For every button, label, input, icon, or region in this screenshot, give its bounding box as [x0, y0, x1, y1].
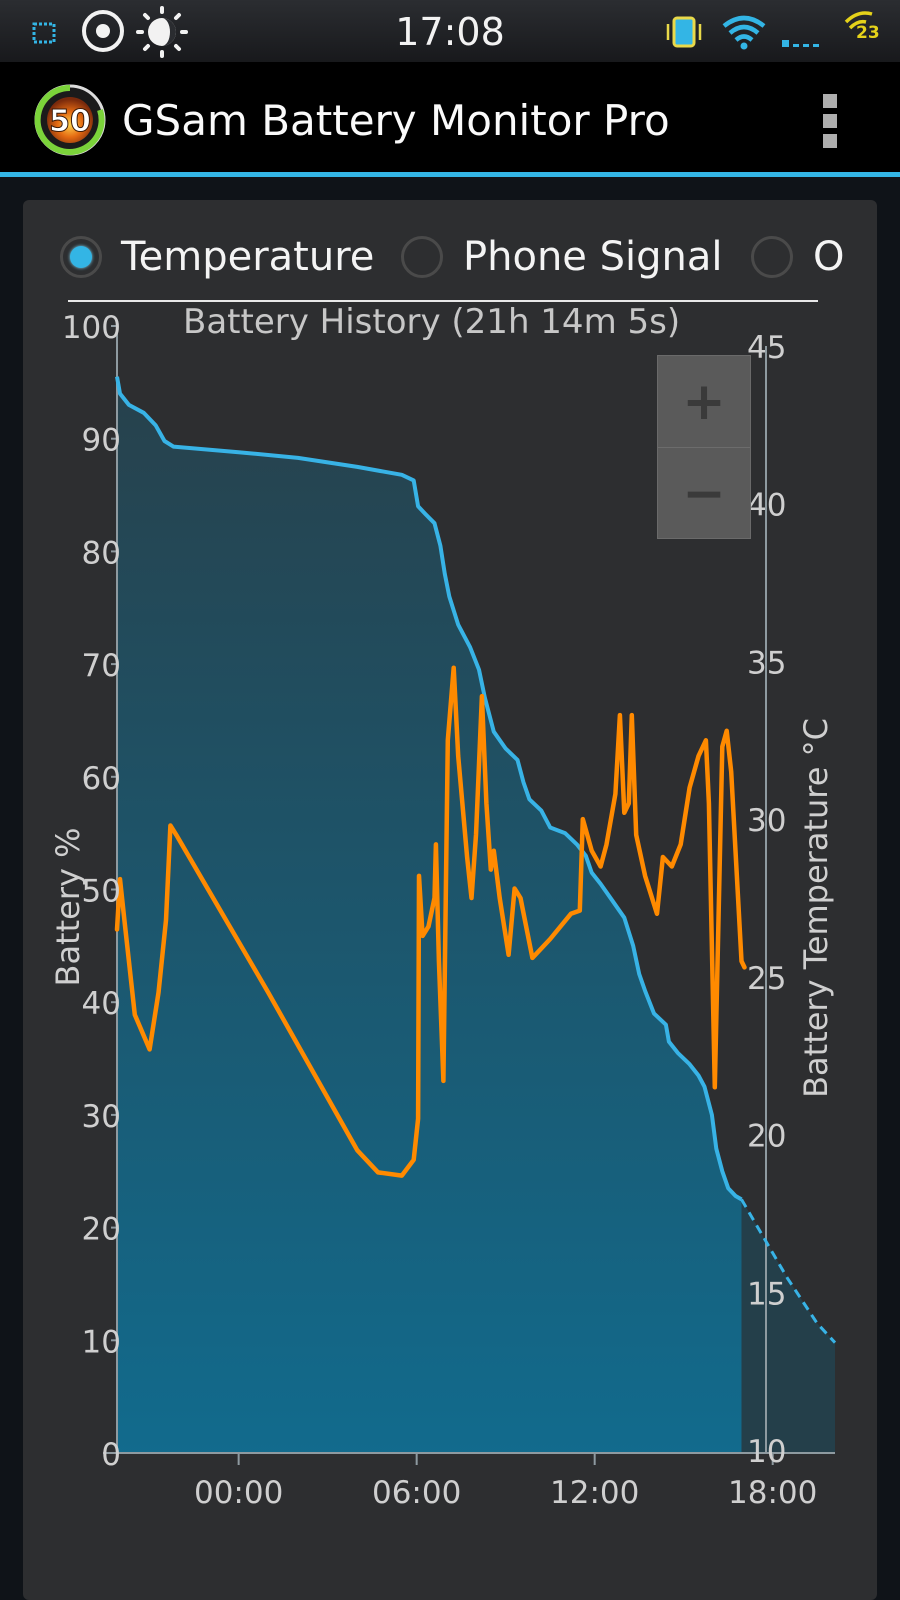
- left-tick-label: 50: [82, 874, 121, 910]
- left-tick-label: 40: [82, 986, 121, 1022]
- status-bar: 17:08 23: [0, 0, 900, 62]
- right-tick-label: 30: [747, 803, 786, 839]
- left-axis-title: Battery %: [49, 827, 87, 986]
- radio-other-indicator[interactable]: [751, 236, 793, 278]
- left-tick-label: 80: [82, 535, 121, 571]
- right-tick-label: 45: [747, 330, 786, 366]
- x-tick-label: 18:00: [728, 1475, 817, 1511]
- signal-badge-text: 23: [856, 23, 880, 43]
- radio-temperature-label[interactable]: Temperature: [121, 234, 375, 280]
- zoom-controls: + −: [657, 355, 751, 539]
- right-tick-label: 40: [747, 488, 786, 524]
- radio-phone-signal-label[interactable]: Phone Signal: [463, 234, 723, 280]
- overflow-menu-icon[interactable]: [820, 94, 840, 148]
- battery-history-chart[interactable]: 0 10 20 30 40 50 60 70 80 90 100 10 15 20 25 30 35 40 45 00…: [23, 200, 877, 1600]
- vibrate-icon: [666, 16, 702, 48]
- app-title: GSam Battery Monitor Pro: [122, 96, 670, 145]
- screenshot-icon: [32, 22, 56, 44]
- status-clock: 17:08: [395, 10, 505, 54]
- temperature-line: [114, 665, 747, 1178]
- wifi-icon: [722, 15, 766, 50]
- zoom-out-button[interactable]: −: [682, 463, 726, 524]
- x-tick-label: 00:00: [194, 1475, 283, 1511]
- x-tick-label: 12:00: [550, 1475, 639, 1511]
- x-tick-label: 06:00: [372, 1475, 461, 1511]
- signal-bars-icon: [782, 40, 819, 47]
- action-bar: 50 GSam Battery Monitor Pro: [0, 62, 900, 177]
- radio-phone-signal-indicator[interactable]: [401, 236, 443, 278]
- graph-type-selector: Temperature Phone Signal O: [23, 230, 877, 290]
- left-tick-label: 0: [101, 1437, 121, 1473]
- left-tick-label: 30: [82, 1099, 121, 1135]
- brightness-icon: [136, 6, 188, 58]
- right-tick-label: 25: [747, 961, 786, 997]
- projection-area-fill: [741, 1199, 835, 1453]
- right-tick-label: 35: [747, 645, 786, 681]
- radio-other-label[interactable]: O: [813, 234, 845, 280]
- right-tick-label: 15: [747, 1276, 786, 1312]
- battery-line: [115, 376, 743, 1202]
- selector-divider: [68, 300, 818, 302]
- target-icon: [82, 10, 124, 52]
- right-tick-label: 10: [747, 1434, 786, 1470]
- left-tick-label: 70: [82, 648, 121, 684]
- app-logo-value: 50: [49, 104, 91, 139]
- left-tick-label: 90: [82, 423, 121, 459]
- right-axis-title: Battery Temperature °C: [797, 718, 835, 1098]
- left-tick-label: 10: [82, 1324, 121, 1360]
- right-tick-label: 20: [747, 1119, 786, 1155]
- zoom-in-button[interactable]: +: [658, 356, 750, 448]
- left-tick-label: 60: [82, 761, 121, 797]
- projection-line: [740, 1198, 837, 1344]
- chart-title: Battery History (21h 14m 5s): [183, 302, 681, 342]
- app-logo-icon[interactable]: 50: [34, 84, 106, 156]
- battery-history-card: Temperature Phone Signal O Battery Histo…: [23, 200, 877, 1600]
- left-tick-label: 20: [82, 1212, 121, 1248]
- signal-badge-icon: 23: [844, 11, 880, 43]
- left-tick-label: 100: [62, 310, 121, 346]
- radio-temperature-indicator[interactable]: [60, 236, 102, 278]
